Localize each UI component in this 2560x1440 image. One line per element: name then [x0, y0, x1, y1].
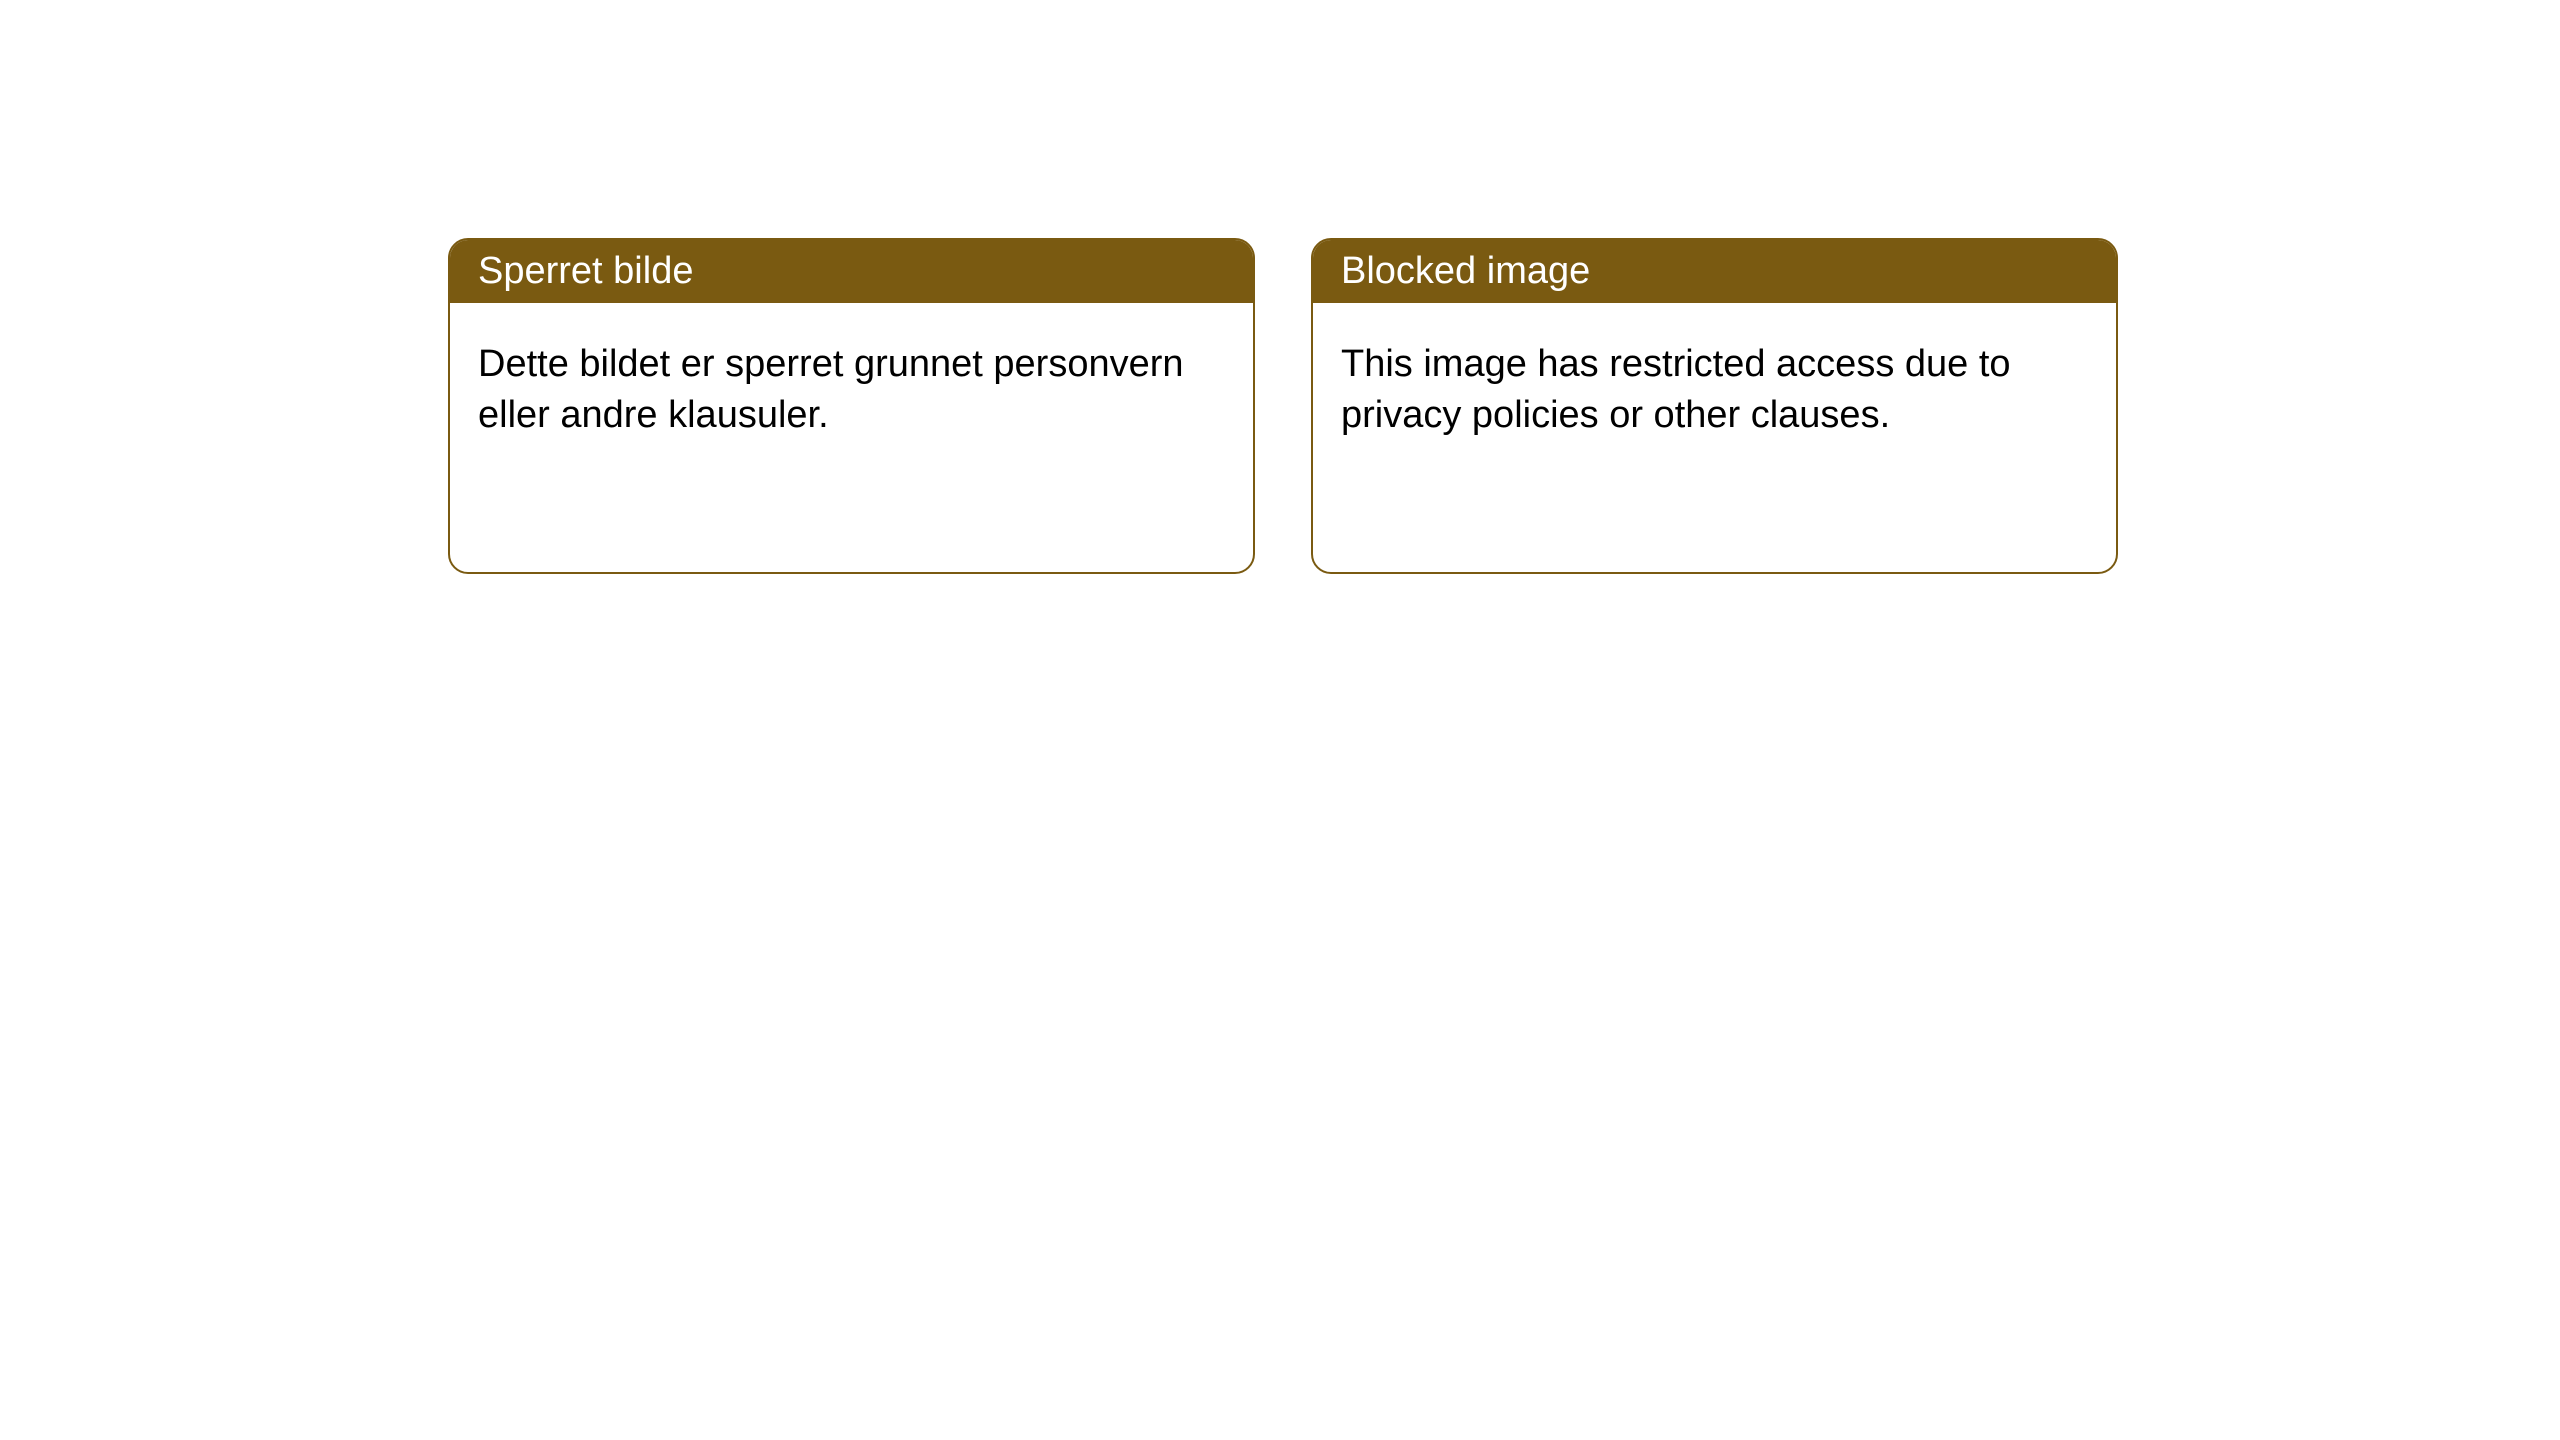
- card-body-norwegian: Dette bildet er sperret grunnet personve…: [450, 303, 1253, 478]
- blocked-image-card-norwegian: Sperret bilde Dette bildet er sperret gr…: [448, 238, 1255, 574]
- card-header-norwegian: Sperret bilde: [450, 240, 1253, 303]
- card-body-english: This image has restricted access due to …: [1313, 303, 2116, 478]
- cards-container: Sperret bilde Dette bildet er sperret gr…: [0, 0, 2560, 574]
- blocked-image-card-english: Blocked image This image has restricted …: [1311, 238, 2118, 574]
- card-header-english: Blocked image: [1313, 240, 2116, 303]
